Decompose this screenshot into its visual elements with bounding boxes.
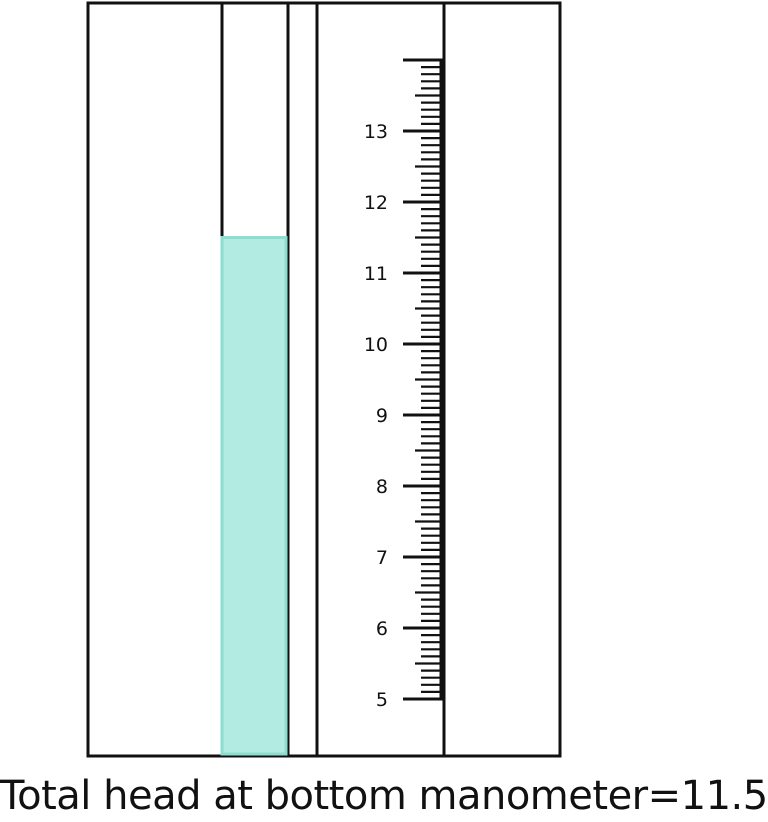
manometer-diagram: 5 6 7 8 9 10 11 12 13 xyxy=(86,1,562,758)
caption: Total head at bottom manometer=11.5cm xyxy=(0,773,768,819)
water-column xyxy=(220,236,288,756)
scale-label: 11 xyxy=(364,263,388,285)
scale-label: 7 xyxy=(376,547,388,569)
scale-label: 5 xyxy=(376,689,388,711)
scale-label: 13 xyxy=(364,121,388,143)
scale-label: 10 xyxy=(364,334,388,356)
scale-ticks xyxy=(403,58,443,701)
scale-label: 9 xyxy=(376,405,388,427)
board-frame xyxy=(86,1,562,758)
scale-label: 6 xyxy=(376,618,388,640)
scale-labels: 5 6 7 8 9 10 11 12 13 xyxy=(364,121,388,711)
scale-label: 12 xyxy=(364,192,388,214)
scale-label: 8 xyxy=(376,476,388,498)
